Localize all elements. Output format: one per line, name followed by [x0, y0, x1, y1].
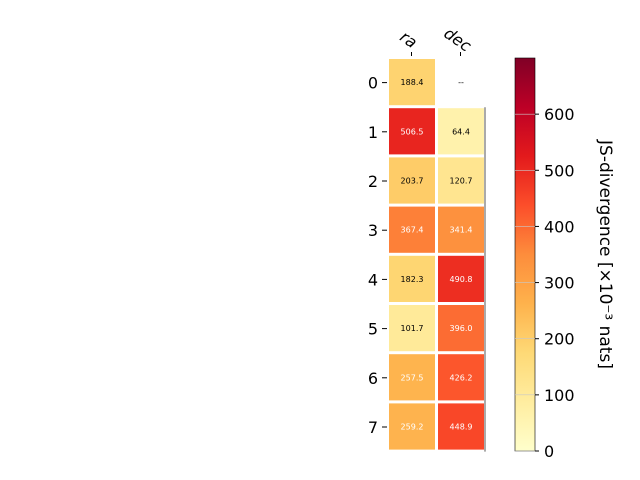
col-label-ra: ra: [396, 27, 420, 52]
heat-cell-6-0: [389, 354, 435, 401]
heat-cell-1-1: [438, 108, 484, 155]
heat-cell-1-0: [389, 108, 435, 155]
cell-label-4-1: 490.8: [450, 275, 473, 284]
row-label-6: 6: [368, 369, 378, 388]
heat-cell-3-0: [389, 206, 435, 253]
cell-label-3-0: 367.4: [401, 226, 424, 235]
heat-cell-5-0: [389, 305, 435, 352]
heat-cell-3-1: [438, 206, 484, 253]
row-label-3: 3: [368, 221, 378, 240]
colorbar-gradient: [514, 57, 536, 452]
cell-label-1-1: 64.4: [452, 127, 470, 136]
row-label-5: 5: [368, 320, 378, 339]
cell-label-7-1: 448.9: [450, 423, 473, 432]
heat-cell-2-1: [438, 157, 484, 204]
colorbar-tick-label: 300: [544, 274, 575, 293]
colorbar-tick-label: 0: [544, 442, 554, 461]
cell-label-6-1: 426.2: [450, 373, 473, 382]
colorbar-tick-label: 100: [544, 386, 575, 405]
cell-label-0-1: --: [458, 78, 464, 87]
row-label-2: 2: [368, 172, 378, 191]
colorbar-tick-label: 600: [544, 105, 575, 124]
row-label-0: 0: [368, 74, 378, 93]
cell-label-1-0: 506.5: [401, 127, 424, 136]
cell-label-4-0: 182.3: [401, 275, 424, 284]
colorbar-tick-label: 200: [544, 330, 575, 349]
row-label-1: 1: [368, 123, 378, 142]
cell-label-3-1: 341.4: [450, 226, 473, 235]
heat-cell-7-1: [438, 403, 484, 450]
colorbar: 0 100 200 300 400 500 600 JS-divergence [×10⁻³ …: [514, 57, 615, 461]
heat-cell-4-0: [389, 255, 435, 302]
heat-cell-2-0: [389, 157, 435, 204]
row-label-7: 7: [368, 418, 378, 437]
cell-label-0-0: 188.4: [401, 78, 424, 87]
colorbar-label: JS-divergence [×10⁻³ nats]: [595, 139, 615, 369]
cell-label-2-1: 120.7: [450, 177, 473, 186]
heat-cell-6-1: [438, 354, 484, 401]
cell-label-5-0: 101.7: [401, 324, 424, 333]
heatmap-grid: ra dec 0 1 2 3 4 5 6 7 188.4 -- 506.5 64.4 203.7 120.7 3…: [368, 23, 486, 452]
colorbar-tick-label: 500: [544, 161, 575, 180]
cell-label-6-0: 257.5: [401, 373, 424, 382]
heat-cell-5-1: [438, 305, 484, 352]
heat-cell-4-1: [438, 255, 484, 302]
cell-label-7-0: 259.2: [401, 423, 424, 432]
row-label-4: 4: [368, 270, 378, 289]
cell-label-2-0: 203.7: [401, 177, 424, 186]
heat-cell-7-0: [389, 403, 435, 450]
colorbar-tick-label: 400: [544, 217, 575, 236]
cell-label-5-1: 396.0: [450, 324, 473, 333]
heat-cell-0-0: [389, 59, 435, 106]
col-label-dec: dec: [440, 23, 475, 55]
